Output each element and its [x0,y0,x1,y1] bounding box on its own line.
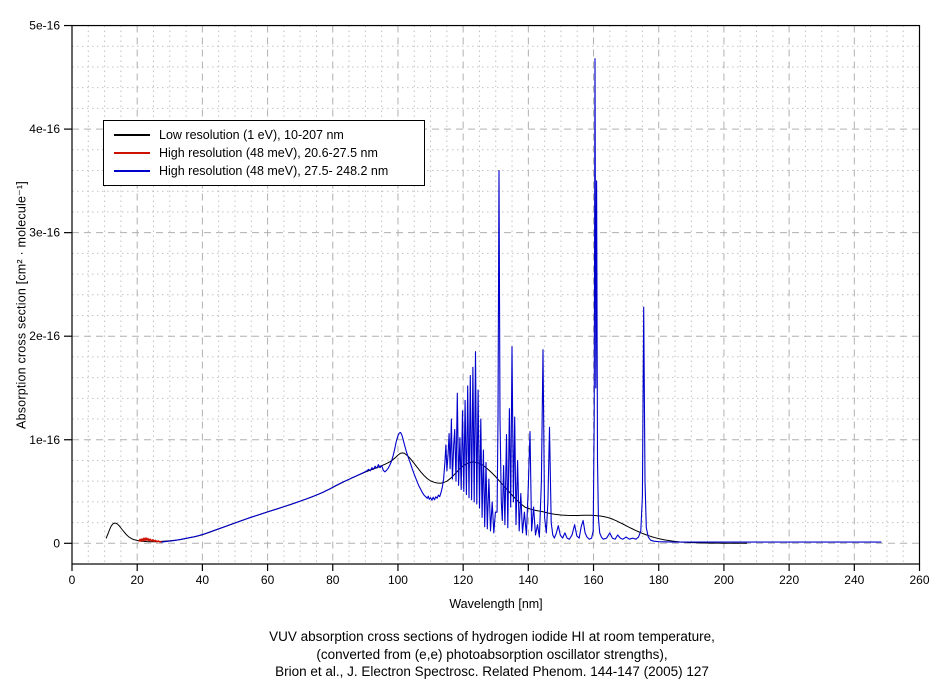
x-tick-label: 80 [326,573,340,587]
y-tick-label: 1e-16 [29,433,60,447]
legend-line-sample-red [114,152,150,154]
x-tick-label: 200 [714,573,734,587]
caption-line-1: VUV absorption cross sections of hydroge… [269,629,715,644]
y-tick-label: 3e-16 [29,226,60,240]
x-tick-label: 140 [518,573,538,587]
x-axis-title: Wavelength [nm] [449,597,543,611]
series-line-2 [161,58,882,543]
y-tick-label: 5e-16 [29,19,60,33]
legend-item: High resolution (48 meV), 20.6-27.5 nm [114,146,418,160]
legend-line-sample-blue [114,170,150,172]
x-tick-label: 180 [649,573,669,587]
x-tick-label: 160 [584,573,604,587]
x-tick-label: 0 [69,573,76,587]
y-tick-label: 2e-16 [29,329,60,343]
x-tick-label: 60 [261,573,275,587]
plot-frame [71,24,921,565]
caption-line-3: Brion et al., J. Electron Spectrosc. Rel… [275,664,709,680]
legend: Low resolution (1 eV), 10-207 nm High re… [103,120,425,186]
x-tick-label: 120 [453,573,473,587]
x-tick-label: 40 [196,573,210,587]
y-axis-title: Absorption cross section [cm² · molecule… [14,181,29,429]
legend-label: High resolution (48 meV), 20.6-27.5 nm [159,146,378,160]
legend-label: Low resolution (1 eV), 10-207 nm [159,128,344,142]
legend-label: High resolution (48 meV), 27.5- 248.2 nm [159,164,389,178]
x-tick-label: 260 [909,573,929,587]
x-tick-label: 20 [131,573,145,587]
caption-line-2: (converted from (e,e) photoabsorption os… [316,646,668,662]
legend-item: High resolution (48 meV), 27.5- 248.2 nm [114,164,418,178]
caption: VUV absorption cross sections of hydroge… [20,628,944,681]
y-tick-label: 4e-16 [29,122,60,136]
legend-line-sample-black [114,134,150,136]
x-tick-label: 240 [844,573,864,587]
legend-item: Low resolution (1 eV), 10-207 nm [114,128,418,142]
x-tick-label: 220 [779,573,799,587]
y-tick-label: 0 [53,536,60,550]
x-tick-label: 100 [388,573,408,587]
series-line-1 [138,537,163,543]
